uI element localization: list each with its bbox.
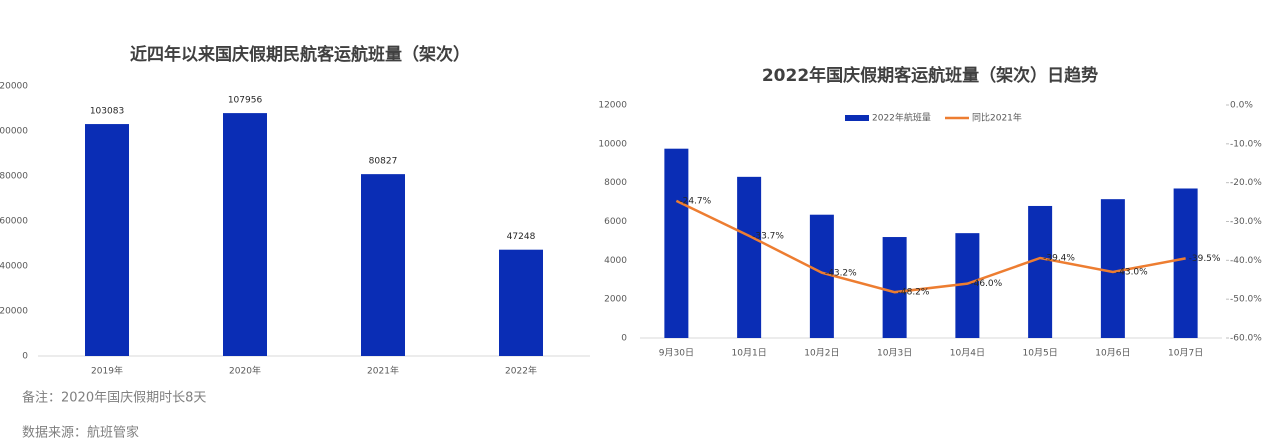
- bar: [85, 124, 129, 356]
- value-label: -46.0%: [970, 279, 1002, 289]
- y-tick-label: 10000: [598, 139, 627, 149]
- y2-tick-label: -50.0%: [1230, 295, 1262, 305]
- y-tick-label: 100000: [0, 127, 28, 137]
- legend-label: 2022年航班量: [872, 112, 931, 124]
- value-label: 107956: [228, 96, 263, 106]
- value-label: -39.4%: [1043, 254, 1075, 264]
- value-label: 103083: [90, 107, 124, 117]
- y2-tick-label: -30.0%: [1230, 217, 1262, 227]
- bar: [882, 237, 907, 338]
- value-label: -33.7%: [752, 231, 784, 241]
- y-tick-label: 4000: [604, 256, 627, 266]
- line: [675, 199, 1186, 294]
- y2-tick-label: -60.0%: [1230, 334, 1262, 344]
- x-tick-label: 10月3日: [877, 348, 912, 359]
- chart-title: 2022年国庆假期客运航班量（架次）日趋势: [762, 65, 1098, 86]
- x-tick-label: 2021年: [367, 365, 399, 377]
- y-tick-label: 20000: [0, 307, 28, 317]
- y2-tick-label: 0.0%: [1230, 101, 1253, 111]
- note: 备注：2020年国庆假期时长8天: [22, 390, 206, 406]
- source: 数据来源：航班管家: [22, 425, 139, 441]
- y-tick-label: 12000: [598, 101, 627, 111]
- legend-swatch: [845, 115, 869, 121]
- y-tick-label: 60000: [0, 217, 28, 227]
- y-tick-label: 0: [621, 334, 627, 344]
- x-tick-label: 10月6日: [1095, 348, 1130, 359]
- value-label: -43.0%: [1116, 267, 1148, 277]
- value-label: -43.2%: [825, 268, 857, 278]
- chart-title: 近四年以来国庆假期民航客运航班量（架次）: [130, 44, 470, 65]
- value-label: -24.7%: [679, 196, 711, 206]
- bar: [1028, 205, 1053, 338]
- x-tick-label: 2022年: [505, 365, 537, 377]
- value-label: -48.2%: [898, 288, 930, 298]
- bar: [1100, 199, 1125, 338]
- y-tick-label: 40000: [0, 262, 28, 272]
- x-tick-label: 10月5日: [1023, 348, 1058, 359]
- x-tick-label: 10月1日: [732, 348, 767, 359]
- y2-tick-label: -10.0%: [1230, 139, 1262, 149]
- bar: [499, 249, 543, 356]
- value-label: 47248: [507, 232, 536, 242]
- x-tick-label: 10月4日: [950, 348, 985, 359]
- legend-label: 同比2021年: [972, 112, 1022, 124]
- y-tick-label: 2000: [604, 295, 627, 305]
- x-tick-label: 10月2日: [804, 348, 839, 359]
- y-tick-label: 8000: [604, 178, 627, 188]
- x-tick-label: 2019年: [91, 365, 123, 377]
- x-tick-label: 10月7日: [1168, 348, 1203, 359]
- y-tick-label: 0: [22, 352, 28, 362]
- x-tick-label: 9月30日: [659, 348, 694, 359]
- value-label: -39.5%: [1189, 254, 1221, 264]
- bar: [223, 113, 267, 356]
- bar: [737, 176, 762, 338]
- y2-tick-label: -40.0%: [1230, 256, 1262, 266]
- value-label: 80827: [369, 157, 398, 167]
- bar: [664, 148, 689, 338]
- y2-tick-label: -20.0%: [1230, 178, 1262, 188]
- bar: [809, 214, 834, 338]
- x-tick-label: 2020年: [229, 365, 261, 377]
- y-tick-label: 6000: [604, 217, 627, 227]
- bar: [361, 174, 405, 356]
- y-tick-label: 80000: [0, 172, 28, 182]
- bar: [1173, 188, 1198, 338]
